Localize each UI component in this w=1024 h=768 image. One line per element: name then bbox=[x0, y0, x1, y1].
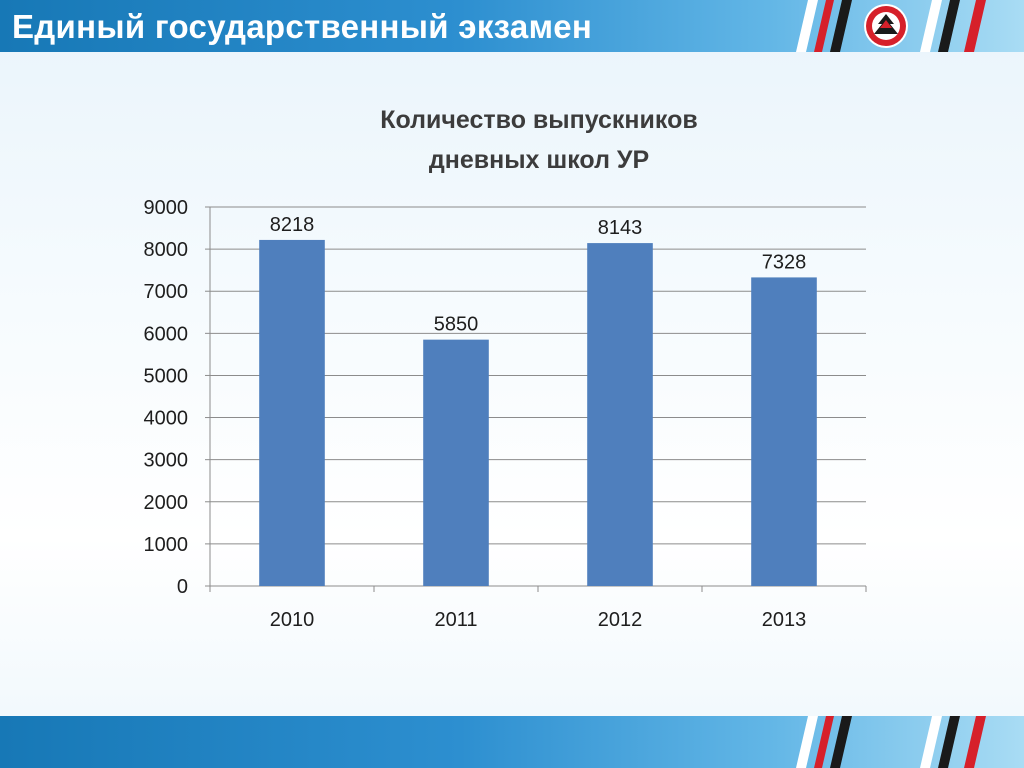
y-tick-label: 7000 bbox=[144, 281, 189, 303]
data-label-2010: 8218 bbox=[270, 214, 315, 236]
bar-2012 bbox=[587, 243, 653, 586]
data-label-2012: 8143 bbox=[598, 217, 643, 239]
x-tick-label-2011: 2011 bbox=[434, 609, 477, 631]
stripe-dark bbox=[938, 0, 960, 52]
x-tick-label-2013: 2013 bbox=[762, 609, 807, 631]
stripe-red bbox=[814, 0, 834, 52]
footer-bar bbox=[0, 716, 1024, 768]
data-label-2011: 5850 bbox=[434, 314, 479, 336]
y-tick-label: 3000 bbox=[144, 450, 189, 472]
stripe-red bbox=[964, 0, 986, 52]
stripe-white bbox=[920, 0, 942, 52]
stripe-dark bbox=[830, 0, 852, 52]
stripe-white bbox=[796, 0, 818, 52]
header-stripes-decoration bbox=[796, 0, 986, 52]
y-tick-label: 8000 bbox=[144, 239, 189, 261]
data-label-2013: 7328 bbox=[762, 251, 807, 273]
header-bar: Единый государственный экзамен bbox=[0, 0, 1024, 52]
y-tick-label: 9000 bbox=[144, 197, 189, 219]
stripe-white bbox=[920, 716, 942, 768]
bar-2010 bbox=[259, 239, 325, 586]
y-tick-label: 2000 bbox=[144, 492, 189, 514]
chart-title-line1: Количество выпускников bbox=[380, 106, 698, 134]
bar-2011 bbox=[423, 339, 489, 586]
chart-title: Количество выпускников дневных школ УР bbox=[212, 100, 866, 180]
y-tick-label: 0 bbox=[177, 576, 188, 598]
udmurtia-emblem-icon bbox=[864, 4, 908, 48]
chart-title-line2: дневных школ УР bbox=[428, 146, 650, 174]
bar-2013 bbox=[751, 277, 817, 586]
y-tick-label: 1000 bbox=[144, 534, 189, 556]
y-tick-label: 4000 bbox=[144, 408, 189, 430]
x-tick-label-2010: 2010 bbox=[270, 609, 315, 631]
stripe-dark bbox=[938, 716, 960, 768]
y-tick-label: 5000 bbox=[144, 365, 189, 387]
y-tick-label: 6000 bbox=[144, 323, 189, 345]
x-tick-label-2012: 2012 bbox=[598, 609, 643, 631]
stripe-red bbox=[964, 716, 986, 768]
stripe-white bbox=[796, 716, 818, 768]
stripe-red bbox=[814, 716, 834, 768]
footer-stripes-decoration bbox=[796, 716, 986, 768]
stripe-dark bbox=[830, 716, 852, 768]
page-title: Единый государственный экзамен bbox=[12, 8, 593, 45]
